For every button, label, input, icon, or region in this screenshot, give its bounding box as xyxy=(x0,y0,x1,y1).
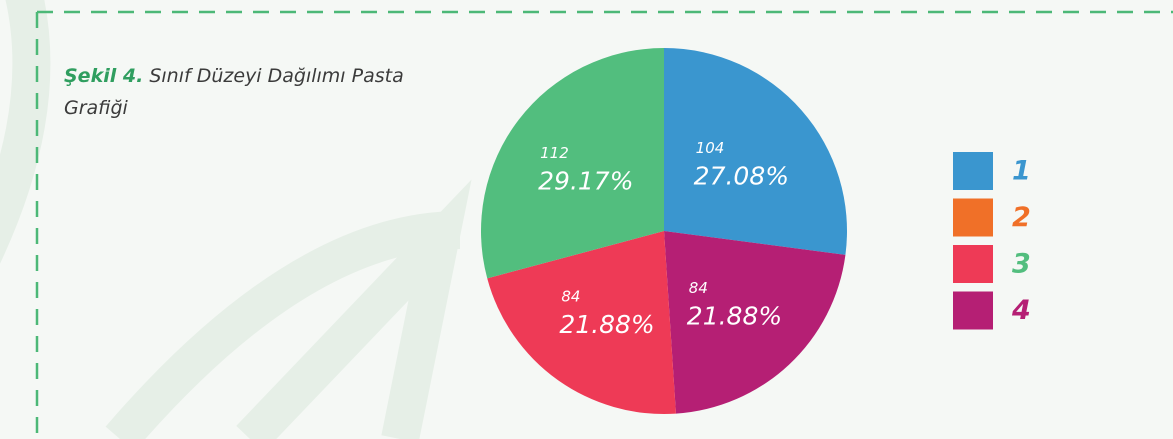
legend: 1 2 3 4 xyxy=(953,152,1031,330)
slice-percent: 29.17% xyxy=(538,167,633,196)
pie: 104 27.08% 84 21.88% 84 21.88% 112 29.17% xyxy=(481,48,847,414)
caption: Şekil 4. Sınıf Düzeyi Dağılımı Pasta Gra… xyxy=(64,60,434,124)
pie-slice xyxy=(664,231,846,414)
legend-label: 2 xyxy=(1012,202,1031,233)
slice-count: 84 xyxy=(689,279,708,297)
pie-slice xyxy=(664,48,847,255)
watermark xyxy=(0,0,472,439)
legend-label: 3 xyxy=(1012,249,1031,280)
legend-swatch xyxy=(953,198,993,237)
legend-swatch xyxy=(953,291,993,330)
slice-percent: 27.08% xyxy=(694,162,789,191)
slice-percent: 21.88% xyxy=(559,310,654,339)
legend-label: 1 xyxy=(1012,156,1031,187)
slice-count: 104 xyxy=(696,139,725,157)
pie-slice xyxy=(481,48,664,279)
legend-swatch xyxy=(953,152,993,190)
legend-label: 4 xyxy=(1011,295,1031,326)
pie-slice xyxy=(487,231,676,414)
slice-count: 112 xyxy=(540,144,569,162)
figure-label: Şekil 4. xyxy=(64,65,144,87)
legend-swatch xyxy=(953,245,993,283)
slice-count: 84 xyxy=(561,287,580,305)
chart-title: Sınıf Düzeyi Dağılımı Pasta Grafiği xyxy=(64,65,404,119)
slice-percent: 21.88% xyxy=(687,301,782,330)
